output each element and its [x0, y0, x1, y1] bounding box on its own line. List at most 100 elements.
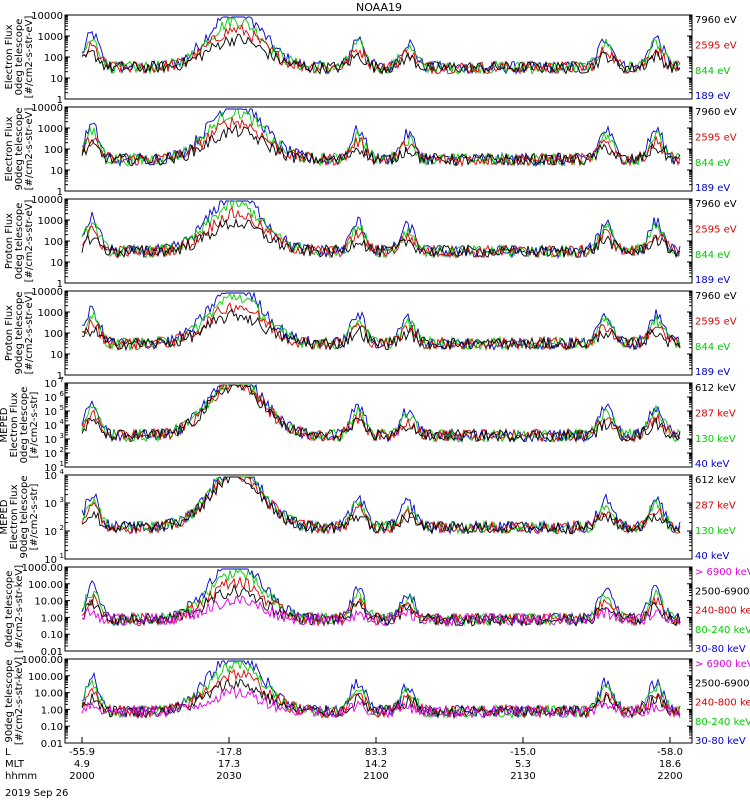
x-tick-label: -55.9 — [69, 747, 95, 758]
legend-item: > 6900 keV — [695, 659, 750, 670]
y-axis-label-line: [#/cm2-s-str] — [29, 391, 40, 458]
legend-item: 7960 eV — [695, 291, 737, 302]
data-traces — [81, 108, 681, 168]
y-tick-label: 1.00 — [41, 705, 63, 716]
trace-2 — [81, 301, 681, 351]
data-traces — [81, 476, 681, 536]
y-axis-label: Electron Flux0deg telescope[#/cm2-s-str-… — [4, 16, 35, 99]
legend-item: 2500-6900 — [695, 678, 750, 689]
y-tick-label: 10 — [50, 258, 63, 269]
legend-item: 844 eV — [695, 342, 730, 353]
x-tick-label: 5.3 — [515, 759, 531, 770]
y-tick-label: 100 — [44, 145, 63, 156]
y-tick-label: 10 — [44, 421, 57, 432]
y-tick-label: 10000 — [31, 11, 63, 22]
y-tick-label: 10 — [44, 407, 57, 418]
x-tick-label: 2000 — [69, 771, 94, 782]
y-axis-label-line: 0deg telescope — [4, 571, 15, 648]
y-tick-exponent: 4 — [60, 468, 65, 476]
y-tick-exponent: 3 — [60, 432, 64, 440]
legend-item: 189 eV — [695, 91, 730, 102]
legend-item: 189 eV — [695, 275, 730, 286]
x-tick-label: -15.0 — [510, 747, 536, 758]
y-tick-label: 10 — [44, 555, 57, 566]
y-tick-label: 10 — [44, 499, 57, 510]
y-tick-label: 10 — [44, 379, 57, 390]
y-tick-label: 10 — [44, 435, 57, 446]
y-axis-label: 0deg telescope[#/cm2-s-str-keV] — [4, 565, 25, 653]
y-axis-label-line: [#/cm2-s-str-keV] — [14, 565, 25, 653]
y-axis-label-line: 90deg telescope — [14, 107, 25, 190]
y-tick-exponent: 5 — [60, 404, 64, 412]
trace-1 — [81, 384, 681, 443]
data-traces — [81, 384, 681, 444]
y-tick-exponent: 2 — [60, 446, 64, 454]
y-axis-label-line: Electron Flux — [9, 484, 20, 549]
x-tick-label: 4.9 — [74, 759, 90, 770]
y-tick-label: 1 — [57, 95, 63, 106]
trace-2 — [81, 23, 681, 75]
legend-item: > 6900 keV — [695, 567, 750, 578]
legend-item: 2595 eV — [695, 224, 737, 235]
x-tick-label: 2030 — [216, 771, 241, 782]
x-tick-label: 14.2 — [365, 759, 387, 770]
y-axis-label-line: Electron Flux — [9, 392, 20, 457]
y-tick-label: 10.00 — [34, 597, 63, 608]
y-tick-label: 10000 — [31, 103, 63, 114]
legend-item: 130 keV — [695, 434, 736, 445]
data-traces — [81, 200, 681, 260]
y-axis-label-line: 90deg telescope — [14, 291, 25, 374]
y-tick-label: 10 — [44, 471, 57, 482]
legend-item: 7960 eV — [695, 107, 737, 118]
y-axis-label-line: MEPED — [0, 499, 10, 534]
y-tick-exponent: 7 — [60, 376, 64, 384]
legend-item: 7960 eV — [695, 199, 737, 210]
y-axis-label: 90deg telescope[#/cm2-s-str-keV] — [4, 657, 25, 745]
legend-item: 30-80 keV — [695, 644, 746, 655]
legend-item: 130 keV — [695, 526, 736, 537]
x-tick-label: 2130 — [510, 771, 535, 782]
trace-3 — [81, 476, 681, 535]
trace-3 — [81, 384, 681, 444]
y-axis-label: Proton Flux90deg telescope[#/cm2-s-str-e… — [4, 291, 35, 374]
x-tick-label: 18.6 — [659, 759, 681, 770]
y-tick-exponent: 6 — [60, 390, 65, 398]
y-tick-label: 1000 — [38, 308, 63, 319]
panel-frame — [64, 198, 693, 284]
y-axis-label-line: 90deg telescope — [4, 659, 15, 742]
x-row-label: L — [5, 747, 11, 758]
y-axis-label-line: 90deg telescope — [19, 475, 30, 558]
trace-3 — [81, 217, 681, 259]
legend-item: 40 keV — [695, 551, 729, 562]
y-tick-exponent: 2 — [60, 524, 64, 532]
legend-item: 844 eV — [695, 66, 730, 77]
y-tick-label: 1000 — [38, 32, 63, 43]
legend-item: 30-80 keV — [695, 736, 746, 747]
panel-frame — [64, 474, 693, 560]
y-tick-label: 10 — [50, 166, 63, 177]
legend-item: 844 eV — [695, 250, 730, 261]
y-axis-label-line: MEPED — [0, 407, 10, 442]
y-axis-label-line: [#/cm2-s-str-keV] — [14, 657, 25, 745]
y-axis-label: MEPEDElectron Flux90deg telescope[#/cm2-… — [0, 475, 40, 558]
y-axis-label-line: [#/cm2-s-str] — [29, 483, 40, 550]
legend-item: 612 keV — [695, 383, 736, 394]
y-tick-label: 10000 — [31, 287, 63, 298]
y-tick-exponent: 3 — [60, 496, 64, 504]
y-axis-label-line: Electron Flux — [4, 116, 15, 181]
legend-item: 240-800 keV — [695, 698, 750, 709]
y-axis-label-line: Proton Flux — [4, 213, 15, 269]
y-tick-label: 1 — [57, 279, 63, 290]
y-axis-label-line: [#/cm2-s-str-eV] — [24, 200, 35, 283]
legend-item: 80-240 keV — [695, 717, 750, 728]
x-tick-label: 2100 — [363, 771, 388, 782]
y-tick-label: 10 — [44, 463, 57, 474]
y-tick-label: 100 — [44, 53, 63, 64]
